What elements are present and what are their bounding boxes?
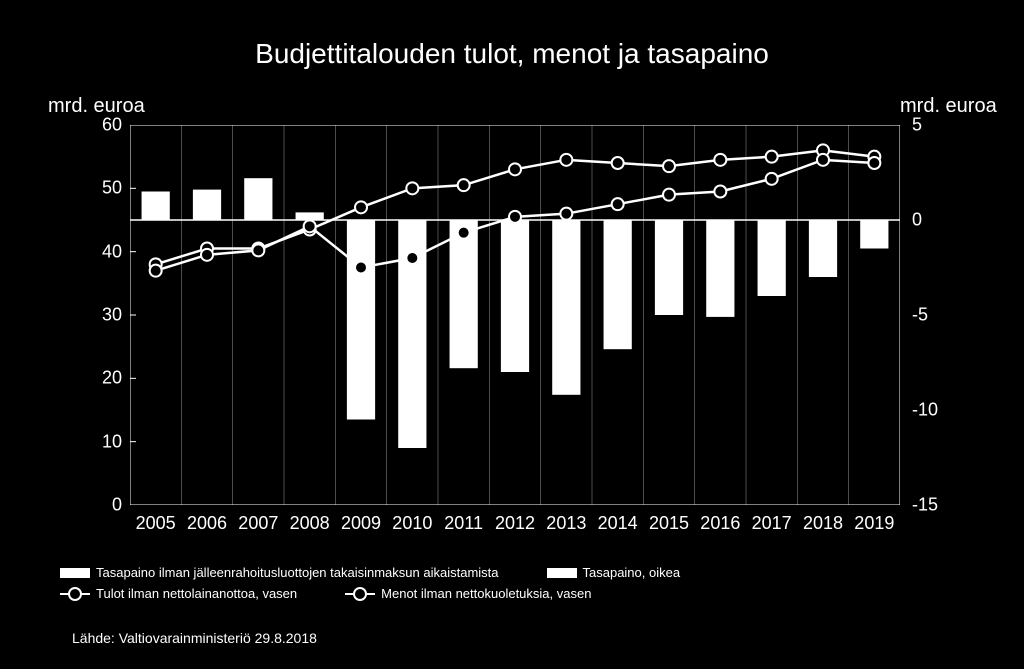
y-tick-right-label: -5: [912, 305, 928, 326]
chart-container: Budjettitalouden tulot, menot ja tasapai…: [0, 0, 1024, 669]
y-tick-left-label: 20: [86, 368, 122, 389]
x-tick-label: 2013: [546, 513, 586, 534]
x-tick-label: 2017: [752, 513, 792, 534]
source-text: Lähde: Valtiovarainministeriö 29.8.2018: [72, 630, 317, 646]
legend-item-line-menot: Menot ilman nettokuoletuksia, vasen: [345, 586, 591, 601]
legend-swatch-line: [60, 593, 90, 595]
x-tick-label: 2018: [803, 513, 843, 534]
plot-svg: [130, 125, 900, 505]
legend-label: Tasapaino, oikea: [583, 565, 681, 580]
y-tick-right-label: -15: [912, 495, 938, 516]
y-tick-left-label: 60: [86, 115, 122, 136]
y-tick-right-label: 5: [912, 115, 922, 136]
legend-label: Tasapaino ilman jälleenrahoitusluottojen…: [96, 565, 499, 580]
legend-swatch-line: [345, 593, 375, 595]
x-tick-label: 2016: [700, 513, 740, 534]
legend-item-bar-alt: Tasapaino ilman jälleenrahoitusluottojen…: [60, 565, 499, 580]
x-tick-label: 2019: [854, 513, 894, 534]
legend-item-line-tulot: Tulot ilman nettolainanottoa, vasen: [60, 586, 297, 601]
plot-area: [130, 125, 900, 505]
legend-item-bar-primary: Tasapaino, oikea: [547, 565, 681, 580]
y-tick-left-label: 10: [86, 431, 122, 452]
y-tick-left-label: 30: [86, 305, 122, 326]
x-tick-label: 2015: [649, 513, 689, 534]
y-tick-right-label: 0: [912, 210, 922, 231]
x-tick-label: 2008: [290, 513, 330, 534]
legend-label: Menot ilman nettokuoletuksia, vasen: [381, 586, 591, 601]
legend-swatch-bar: [547, 568, 577, 578]
y-tick-right-label: -10: [912, 400, 938, 421]
y-tick-left-label: 50: [86, 178, 122, 199]
x-tick-label: 2009: [341, 513, 381, 534]
y-tick-left-label: 40: [86, 241, 122, 262]
chart-title: Budjettitalouden tulot, menot ja tasapai…: [0, 38, 1024, 70]
x-tick-label: 2014: [598, 513, 638, 534]
x-tick-label: 2011: [444, 513, 483, 534]
legend-swatch-bar: [60, 568, 90, 578]
x-tick-label: 2007: [238, 513, 278, 534]
x-tick-label: 2010: [392, 513, 432, 534]
legend-label: Tulot ilman nettolainanottoa, vasen: [96, 586, 297, 601]
x-tick-label: 2006: [187, 513, 227, 534]
x-tick-label: 2012: [495, 513, 535, 534]
legend: Tasapaino ilman jälleenrahoitusluottojen…: [60, 565, 680, 607]
x-tick-label: 2005: [136, 513, 176, 534]
y-tick-left-label: 0: [86, 495, 122, 516]
